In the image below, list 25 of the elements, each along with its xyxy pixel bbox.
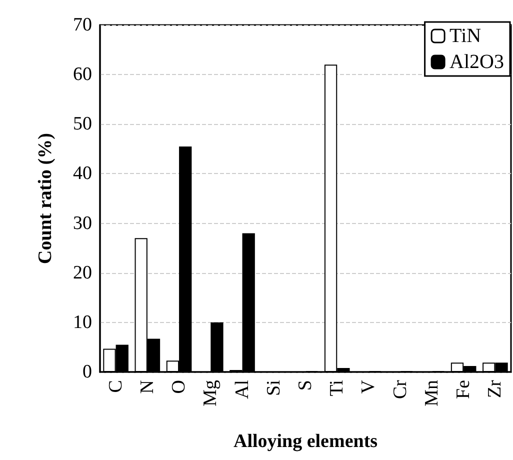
x-tick-label: Al: [232, 380, 253, 399]
y-tick-label: 0: [82, 362, 92, 382]
x-tick-label: N: [136, 380, 158, 394]
x-tick-label: O: [168, 380, 190, 394]
y-tick-label: 50: [73, 114, 92, 135]
x-axis-title: Alloying elements: [233, 431, 378, 452]
x-tick-label: Mn: [421, 380, 442, 406]
x-tick-label: S: [295, 380, 316, 391]
x-tick-label: V: [358, 380, 380, 394]
y-tick-label: 70: [73, 14, 92, 36]
y-tick-label: 60: [73, 64, 92, 86]
x-tick-label: Fe: [453, 380, 474, 399]
x-tick-label: Zr: [484, 379, 506, 398]
x-tick-label: Mg: [200, 380, 222, 406]
legend-label: TiN: [450, 25, 482, 47]
y-tick-label: 20: [73, 262, 92, 284]
y-tick-label: 10: [73, 312, 92, 333]
x-tick-label: Cr: [390, 379, 411, 399]
y-tick-label: 40: [73, 163, 92, 184]
legend-label: Al2O3: [450, 51, 504, 73]
x-tick-label: C: [105, 380, 126, 393]
y-tick-label: 30: [73, 212, 92, 234]
x-tick-label: Si: [263, 380, 284, 396]
x-tick-label: Ti: [326, 380, 348, 396]
y-axis-title: Count ratio (%): [35, 133, 56, 264]
